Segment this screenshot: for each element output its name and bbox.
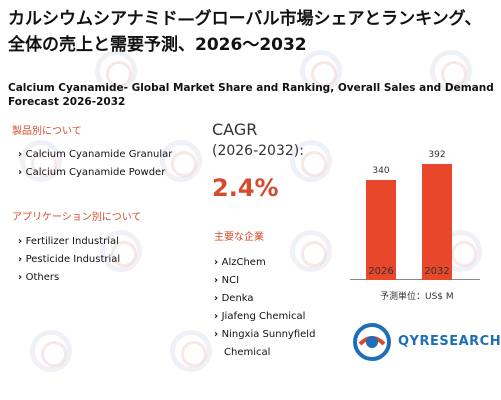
page-subtitle: Calcium Cyanamide- Global Market Share a…: [8, 82, 494, 108]
list-item: Ningxia Sunnyfield Chemical: [214, 326, 334, 362]
applications-list: Fertilizer Industrial Pesticide Industri…: [18, 233, 121, 287]
applications-heading: アプリケーション別について: [12, 212, 142, 223]
bar-2032: [422, 164, 452, 280]
bar-value-label: 392: [428, 150, 446, 160]
bar-chart: 340 392: [350, 140, 480, 280]
list-item: Calcium Cyanamide Granular: [18, 146, 173, 164]
companies-list: AlzChem NCI Denka Jiafeng Chemical Ningx…: [214, 254, 334, 362]
list-item: AlzChem: [214, 254, 334, 272]
list-item: Fertilizer Industrial: [18, 233, 120, 251]
chart-unit-label: 予測単位：US$ M: [380, 292, 454, 302]
list-item: Pesticide Industrial: [18, 251, 121, 269]
watermark-icon: [95, 50, 137, 92]
watermark-icon: [30, 330, 72, 372]
watermark-icon: [290, 140, 332, 182]
qyresearch-logo: QYRESEARCH: [352, 322, 501, 362]
watermark-icon: [430, 50, 472, 92]
x-tick-label: 2026: [368, 266, 394, 277]
cagr-value: 2.4%: [212, 174, 279, 202]
watermark-icon: [170, 330, 212, 372]
page-title: カルシウムシアナミド—グローバル市場シェアとランキング、全体の売上と需要予測、2…: [8, 9, 482, 55]
list-item: Others: [18, 269, 120, 287]
logo-globe-icon: [353, 323, 391, 361]
watermark-icon: [300, 50, 342, 92]
x-axis-line: [350, 279, 480, 280]
bar-2026: [366, 180, 396, 280]
products-list: Calcium Cyanamide Granular Calcium Cyana…: [18, 146, 173, 182]
list-item: Denka: [214, 290, 334, 308]
x-tick-label: 2032: [424, 266, 450, 277]
logo-text: QYRESEARCH: [398, 334, 501, 349]
list-item: Calcium Cyanamide Powder: [18, 164, 172, 182]
cagr-period: (2026-2032):: [212, 143, 304, 159]
list-item: NCI: [214, 272, 334, 290]
products-heading: 製品別について: [12, 126, 82, 137]
bar-value-label: 340: [372, 166, 390, 176]
cagr-label: CAGR: [212, 120, 258, 139]
companies-heading: 主要な企業: [214, 232, 264, 243]
list-item: Jiafeng Chemical: [214, 308, 334, 326]
